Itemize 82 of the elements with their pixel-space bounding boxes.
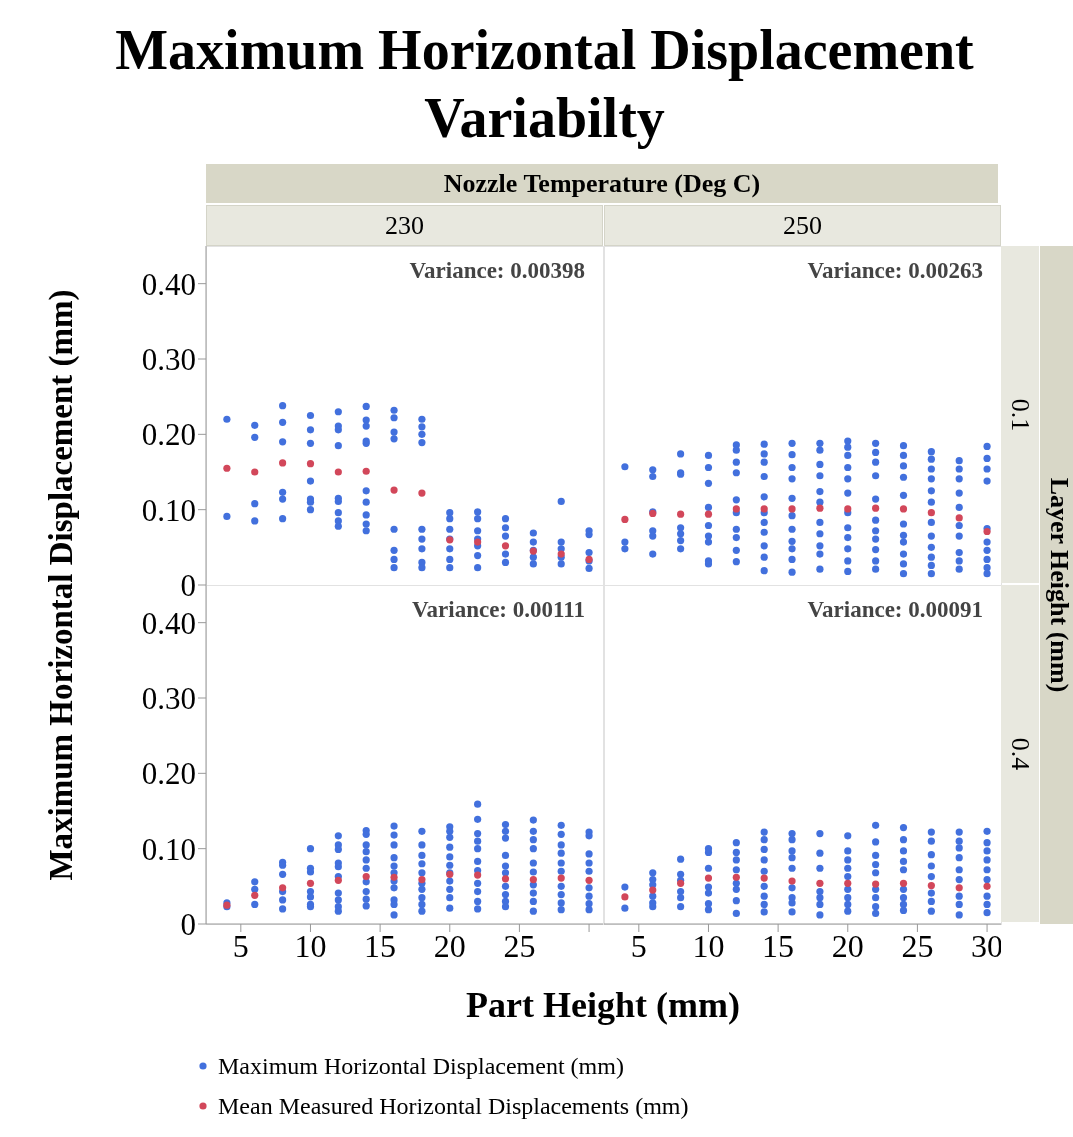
x-tick-label: 15 (762, 927, 795, 964)
y-tick-label: 0.10 (141, 492, 196, 528)
text: Layer Height (mm) (1044, 477, 1073, 693)
y-axis-title: Maximum Horizontal Displacement (mm) (42, 288, 80, 883)
point (704, 874, 713, 882)
point (390, 873, 398, 881)
chart-subtitle: 250 (604, 205, 1001, 246)
point (557, 874, 565, 882)
x-tick-label: 30 (971, 927, 1004, 964)
point (760, 505, 768, 513)
annotation: Variance: 0.00398 (409, 258, 585, 284)
point (585, 876, 593, 884)
point (474, 871, 482, 879)
point (306, 879, 315, 887)
point (704, 510, 713, 518)
point (788, 505, 796, 513)
point (390, 486, 398, 494)
point (306, 460, 315, 468)
point (816, 879, 824, 887)
point (844, 505, 852, 513)
x-tick-label: 25 (901, 927, 934, 964)
point (334, 876, 342, 884)
y-tick-label: 0.30 (141, 681, 196, 717)
x-tick-label: 10 (294, 927, 327, 964)
point (334, 468, 342, 476)
y-tick-label: 0.40 (141, 266, 196, 302)
point (899, 879, 908, 887)
legend-label: Mean Measured Horizontal Displacements (mm) (218, 1092, 689, 1121)
point (621, 515, 629, 524)
point (251, 468, 259, 476)
point (501, 875, 510, 883)
chart-subtitle: 230 (206, 205, 603, 246)
point (418, 875, 426, 884)
annotation: Variance: 0.00091 (807, 597, 983, 623)
x-tick-label: 5 (630, 927, 647, 964)
point (621, 893, 629, 901)
point (251, 891, 259, 899)
point (788, 877, 796, 885)
annotation: Variance: 0.00111 (412, 597, 585, 623)
point (927, 509, 935, 517)
point (983, 882, 991, 890)
chart-title: Maximum Horizontal Displacement Variabilty (114, 18, 975, 151)
point (362, 872, 370, 881)
x-axis-title: Part Height (mm) (465, 984, 741, 1026)
x-tick-label: 20 (433, 927, 466, 964)
point (223, 464, 231, 472)
point (955, 514, 963, 522)
y-tick-label: 0.20 (141, 756, 196, 792)
point (418, 489, 426, 497)
point (649, 886, 657, 894)
point (760, 874, 768, 882)
y-tick-label: 0.10 (141, 831, 196, 867)
point (279, 884, 287, 892)
point (844, 879, 852, 887)
y-tick-label: 0.30 (141, 342, 196, 378)
point (899, 505, 908, 513)
x-tick-label: 10 (692, 927, 725, 964)
legend-label: Maximum Horizontal Displacement (mm) (218, 1052, 624, 1081)
text: 0.1 (1005, 398, 1035, 431)
point (872, 504, 880, 512)
point (501, 542, 510, 550)
x-tick-label: 15 (364, 927, 397, 964)
text: 0.4 (1005, 737, 1035, 770)
point (677, 510, 685, 518)
point (732, 505, 740, 513)
point (816, 504, 824, 512)
point (529, 875, 537, 884)
x-tick-label: 20 (831, 927, 864, 964)
x-tick-label: 25 (503, 927, 536, 964)
point (732, 873, 740, 881)
point (279, 459, 287, 467)
y-tick-label: 0.20 (141, 417, 196, 453)
annotation: Variance: 0.00263 (807, 258, 983, 284)
text: Nozzle Temperature (Deg C) (206, 164, 998, 203)
y-tick-label: 0 (180, 568, 196, 604)
point (362, 467, 370, 475)
x-tick-label: 5 (232, 927, 249, 964)
y-tick-label: 0.40 (141, 605, 196, 641)
point (927, 881, 935, 890)
point (955, 884, 963, 892)
point (872, 880, 880, 888)
y-tick-label: 0 (180, 907, 196, 943)
